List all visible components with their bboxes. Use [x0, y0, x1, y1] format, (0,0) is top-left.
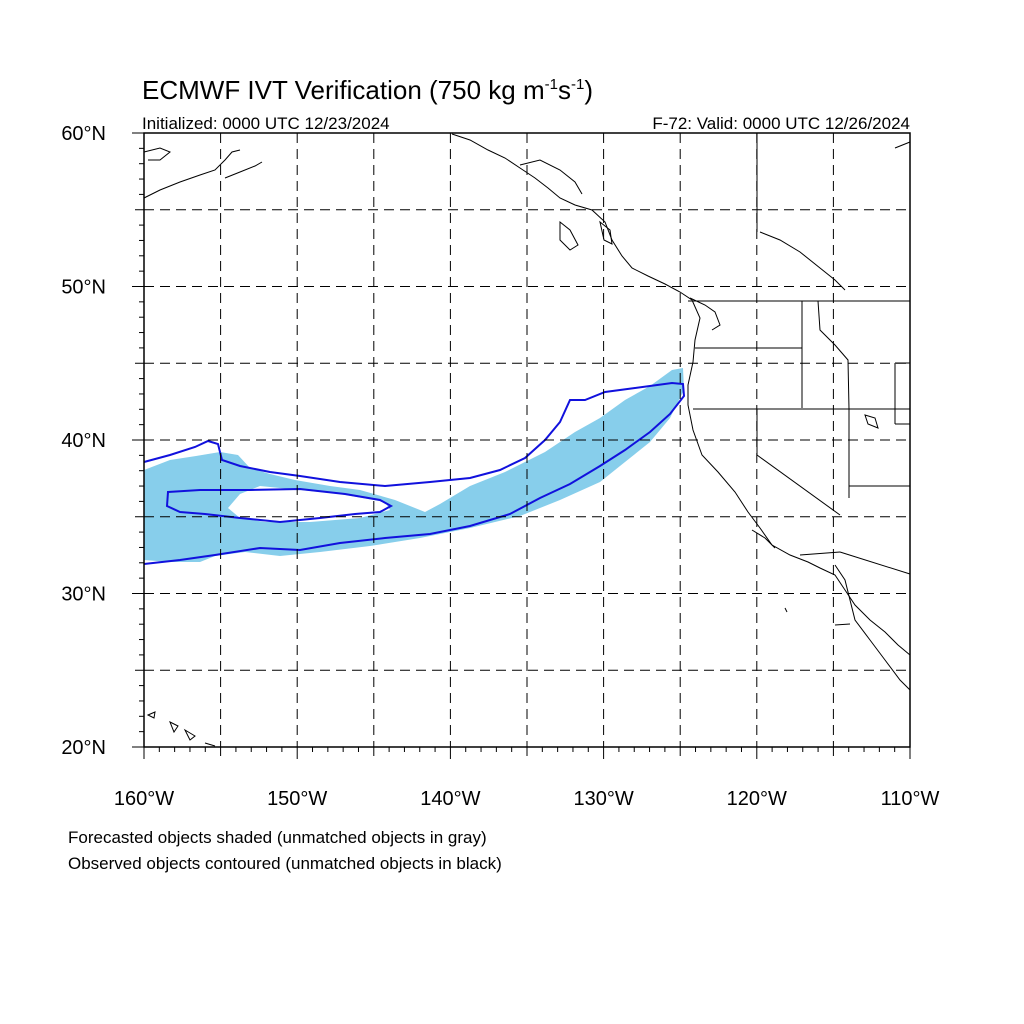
- lat-label: 50°N: [61, 277, 106, 299]
- lon-label: 150°W: [267, 788, 327, 810]
- valid-label: F-72: Valid: 0000 UTC 12/26/2024: [652, 114, 910, 133]
- footnote-observed: Observed objects contoured (unmatched ob…: [68, 854, 502, 873]
- axis-ticks: [132, 132, 911, 759]
- lat-label: 20°N: [61, 737, 106, 759]
- lon-label: 130°W: [573, 788, 633, 810]
- lon-label: 110°W: [881, 788, 940, 810]
- lon-label: 160°W: [114, 788, 174, 810]
- political-borders: [688, 133, 911, 575]
- lat-lon-grid: [144, 133, 910, 747]
- lon-label: 120°W: [727, 788, 787, 810]
- lon-label: 140°W: [420, 788, 480, 810]
- observed-ivt-contour: [143, 381, 686, 565]
- longitude-labels: 160°W 150°W 140°W 130°W 120°W 110°W: [114, 788, 940, 810]
- map-frame: [143, 132, 911, 748]
- footnote-forecast: Forecasted objects shaded (unmatched obj…: [68, 828, 487, 847]
- latitude-labels: 60°N 50°N 40°N 30°N 20°N: [61, 123, 106, 759]
- initialized-label: Initialized: 0000 UTC 12/23/2024: [142, 114, 390, 133]
- lat-label: 60°N: [61, 123, 106, 145]
- lat-label: 30°N: [61, 584, 106, 606]
- lat-label: 40°N: [61, 430, 106, 452]
- figure-title: ECMWF IVT Verification (750 kg m-1s-1): [142, 75, 593, 105]
- coastlines: [143, 133, 911, 747]
- forecast-object-gap: [228, 486, 390, 522]
- observed-ivt-inner-contour: [165, 487, 394, 524]
